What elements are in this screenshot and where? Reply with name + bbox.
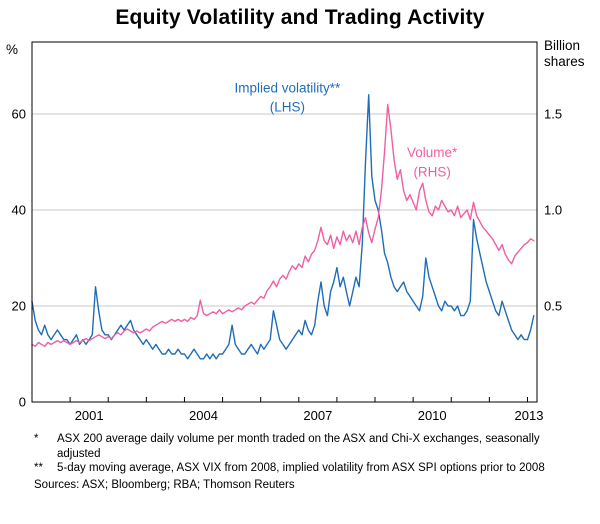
series-annotation: Volume*: [407, 145, 458, 160]
plot-border: [31, 41, 538, 403]
left-axis-tick-label: 20: [12, 299, 26, 314]
left-axis-tick-label: 40: [12, 203, 26, 218]
right-axis-unit-label: Billion: [544, 38, 580, 53]
right-axis-tick-label: 1.0: [544, 203, 562, 218]
x-axis-year-label: 2001: [75, 408, 104, 423]
footnote-1-mark: *: [34, 433, 39, 445]
left-axis-tick-label: 0: [19, 395, 26, 410]
left-axis-unit-label: %: [6, 42, 18, 57]
x-axis-year-label: 2010: [418, 408, 447, 423]
chart-title: Equity Volatility and Trading Activity: [115, 6, 485, 29]
volume-line: [31, 103, 535, 347]
right-axis-tick-label: 0.5: [544, 299, 562, 314]
series-annotation: (LHS): [270, 100, 305, 115]
left-axis-tick-label: 60: [12, 107, 26, 122]
x-axis-year-label: 2007: [303, 408, 332, 423]
footnotes-block: * ASX 200 average daily volume per month…: [0, 428, 600, 493]
footnote-2-text: 5-day moving average, ASX VIX from 2008,…: [57, 462, 545, 475]
right-axis-tick-label: 1.5: [544, 107, 562, 122]
sources-line: Sources: ASX; Bloomberg; RBA; Thomson Re…: [34, 479, 295, 492]
x-axis-year-label: 2004: [189, 408, 218, 423]
footnote-1: * ASX 200 average daily volume per month…: [34, 432, 572, 461]
series-annotation: (RHS): [413, 164, 451, 179]
right-axis-unit-label: shares: [544, 54, 585, 69]
footnote-1-text: ASX 200 average daily volume per month t…: [57, 433, 540, 460]
footnote-2: ** 5-day moving average, ASX VIX from 20…: [34, 461, 572, 476]
series-annotation: Implied volatility**: [234, 80, 341, 95]
x-axis-year-label: 2013: [515, 408, 544, 423]
implied-volatility-line: [31, 94, 535, 360]
chart-canvas: 0 20 40 60 0.5 1.0 1.5 2001 2004 2007 2010 2013 Impl…: [6, 38, 585, 423]
footnote-2-mark: **: [34, 462, 43, 475]
